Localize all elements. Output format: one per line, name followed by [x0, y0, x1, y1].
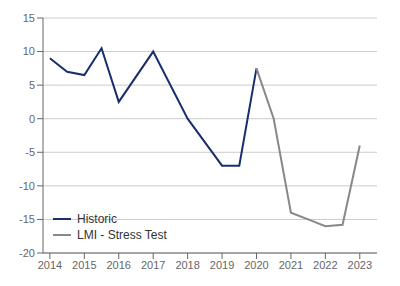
svg-text:5: 5	[29, 79, 35, 91]
svg-text:-15: -15	[19, 213, 35, 225]
html-text:LMI - Stress Test: LMI - Stress Test	[77, 228, 167, 242]
svg-text:15: 15	[23, 12, 35, 24]
svg-text:-5: -5	[25, 146, 35, 158]
svg-text:2018: 2018	[175, 259, 199, 271]
svg-text:0: 0	[29, 113, 35, 125]
svg-text:2021: 2021	[279, 259, 303, 271]
svg-text:2020: 2020	[244, 259, 268, 271]
svg-text:2015: 2015	[72, 259, 96, 271]
svg-text:2019: 2019	[210, 259, 234, 271]
svg-text:2017: 2017	[141, 259, 165, 271]
svg-text:2016: 2016	[107, 259, 131, 271]
html-text:Historic: Historic	[77, 212, 117, 226]
svg-text:-10: -10	[19, 180, 35, 192]
svg-text:2023: 2023	[348, 259, 372, 271]
svg-text:10: 10	[23, 45, 35, 57]
svg-text:-20: -20	[19, 247, 35, 259]
svg-text:2014: 2014	[38, 259, 62, 271]
svg-text:2022: 2022	[313, 259, 337, 271]
